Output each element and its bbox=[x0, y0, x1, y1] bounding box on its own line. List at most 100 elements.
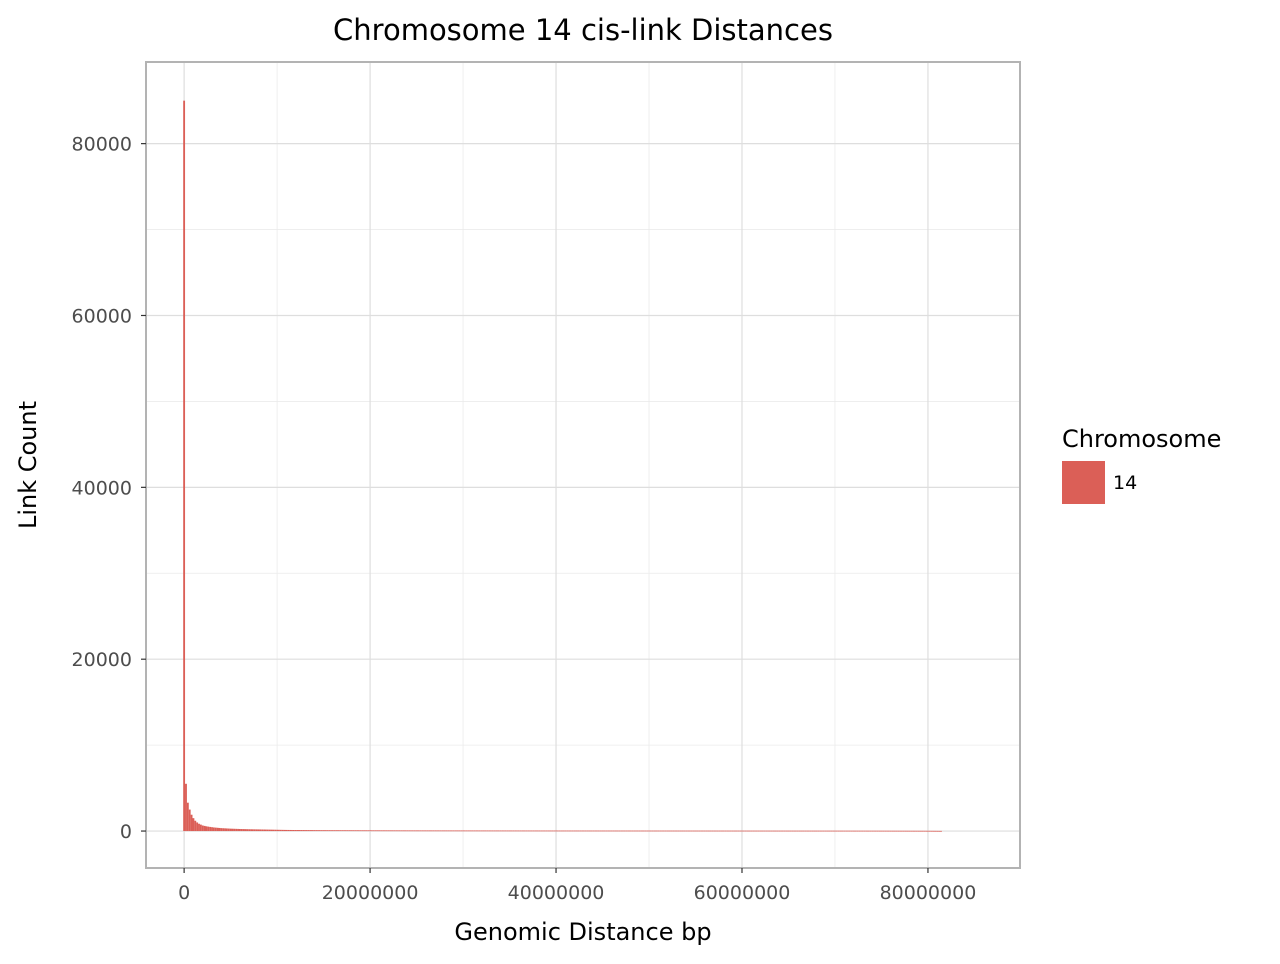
histogram-bar bbox=[607, 830, 610, 832]
histogram-bar bbox=[596, 830, 598, 832]
histogram-bar bbox=[698, 830, 701, 832]
histogram-bar bbox=[605, 830, 608, 832]
histogram-bar bbox=[661, 830, 663, 832]
histogram-bar bbox=[700, 830, 703, 832]
histogram-bar bbox=[551, 830, 554, 832]
histogram-bar bbox=[603, 830, 606, 832]
histogram-bar bbox=[599, 830, 602, 832]
histogram-bar bbox=[806, 830, 809, 832]
histogram-bar bbox=[227, 828, 230, 832]
histogram-bar bbox=[847, 830, 849, 832]
histogram-bar bbox=[794, 830, 797, 832]
histogram-bar bbox=[861, 830, 864, 832]
histogram-bar bbox=[850, 830, 853, 832]
histogram-bar bbox=[424, 830, 427, 832]
histogram-bar bbox=[419, 830, 422, 832]
histogram-bar bbox=[930, 830, 933, 832]
histogram-bar bbox=[320, 830, 323, 832]
histogram-bar bbox=[685, 830, 688, 832]
histogram-bar bbox=[324, 830, 327, 832]
histogram-bar bbox=[871, 830, 874, 832]
histogram-bar bbox=[294, 830, 297, 832]
histogram-bar bbox=[305, 830, 308, 832]
histogram-bar bbox=[934, 830, 937, 832]
chart-title: Chromosome 14 cis-link Distances bbox=[333, 13, 833, 47]
histogram-bar bbox=[912, 830, 915, 832]
histogram-bar bbox=[536, 830, 539, 832]
histogram-bar bbox=[545, 830, 548, 832]
legend-title: Chromosome bbox=[1062, 425, 1221, 453]
histogram-bar bbox=[592, 830, 595, 832]
histogram-bar bbox=[493, 830, 496, 832]
histogram-bar bbox=[214, 827, 217, 832]
histogram-bar bbox=[417, 830, 420, 832]
histogram-bar bbox=[285, 829, 288, 832]
histogram-bar bbox=[733, 830, 736, 832]
histogram-bar bbox=[317, 830, 319, 832]
histogram-bar bbox=[813, 830, 816, 832]
histogram-bar bbox=[809, 830, 812, 832]
histogram-bar bbox=[631, 830, 634, 832]
histogram-bar bbox=[261, 829, 264, 832]
histogram-bar bbox=[192, 818, 195, 832]
histogram-bar bbox=[484, 830, 487, 832]
histogram-bar bbox=[527, 830, 530, 832]
histogram-bar bbox=[618, 830, 621, 832]
histogram-bar bbox=[614, 830, 617, 832]
histogram-bar bbox=[845, 830, 848, 832]
histogram-bar bbox=[668, 830, 671, 832]
histogram-bar bbox=[808, 830, 810, 832]
histogram-bar bbox=[573, 830, 576, 832]
histogram-bar bbox=[547, 830, 550, 832]
histogram-bar bbox=[640, 830, 643, 832]
histogram-bar bbox=[211, 827, 213, 832]
histogram-bar bbox=[848, 830, 851, 832]
histogram-bar bbox=[376, 830, 379, 832]
histogram-bar bbox=[874, 830, 877, 832]
histogram-bar bbox=[724, 830, 727, 832]
histogram-bar bbox=[503, 830, 505, 832]
histogram-bar bbox=[739, 830, 742, 832]
histogram-bar bbox=[895, 830, 898, 832]
histogram-bar bbox=[497, 830, 500, 832]
histogram-bar bbox=[683, 830, 686, 832]
histogram-bar bbox=[897, 830, 900, 832]
histogram-bar bbox=[891, 830, 894, 832]
histogram-bar bbox=[242, 829, 245, 832]
histogram-bar bbox=[514, 830, 517, 832]
histogram-bar bbox=[780, 830, 782, 832]
y-tick-label: 80000 bbox=[72, 134, 132, 156]
histogram-bar bbox=[921, 830, 924, 832]
histogram-bar bbox=[914, 830, 916, 832]
x-axis-ticks: 0 20000000 40000000 60000000 80000000 bbox=[178, 868, 976, 904]
histogram-bar bbox=[523, 830, 526, 832]
histogram-bar bbox=[251, 829, 254, 832]
histogram-bar bbox=[752, 830, 755, 832]
histogram-bar bbox=[711, 830, 714, 832]
histogram-bar bbox=[369, 830, 372, 832]
histogram-bar bbox=[635, 830, 637, 832]
histogram-bar bbox=[822, 830, 825, 832]
histogram-bar bbox=[906, 830, 909, 832]
histogram-bar bbox=[198, 823, 200, 832]
histogram-bar bbox=[445, 830, 448, 832]
histogram-bar bbox=[201, 825, 204, 832]
y-tick-label: 60000 bbox=[72, 305, 132, 327]
histogram-bar bbox=[940, 830, 942, 832]
histogram-bar bbox=[510, 830, 513, 832]
histogram-bar bbox=[471, 830, 474, 832]
histogram-bar bbox=[391, 830, 394, 832]
histogram-bar bbox=[893, 830, 896, 832]
histogram-bar bbox=[478, 830, 481, 832]
histogram-bar bbox=[705, 830, 708, 832]
plot-background bbox=[146, 62, 1020, 868]
histogram-bar bbox=[224, 828, 226, 832]
histogram-bar bbox=[465, 830, 468, 832]
histogram-bar bbox=[923, 830, 926, 832]
histogram-bar bbox=[402, 830, 405, 832]
histogram-bar bbox=[436, 830, 438, 832]
histogram-bar bbox=[925, 830, 928, 832]
histogram-bar bbox=[410, 830, 412, 832]
plot-border bbox=[145, 61, 1021, 869]
histogram-bar bbox=[728, 830, 730, 832]
